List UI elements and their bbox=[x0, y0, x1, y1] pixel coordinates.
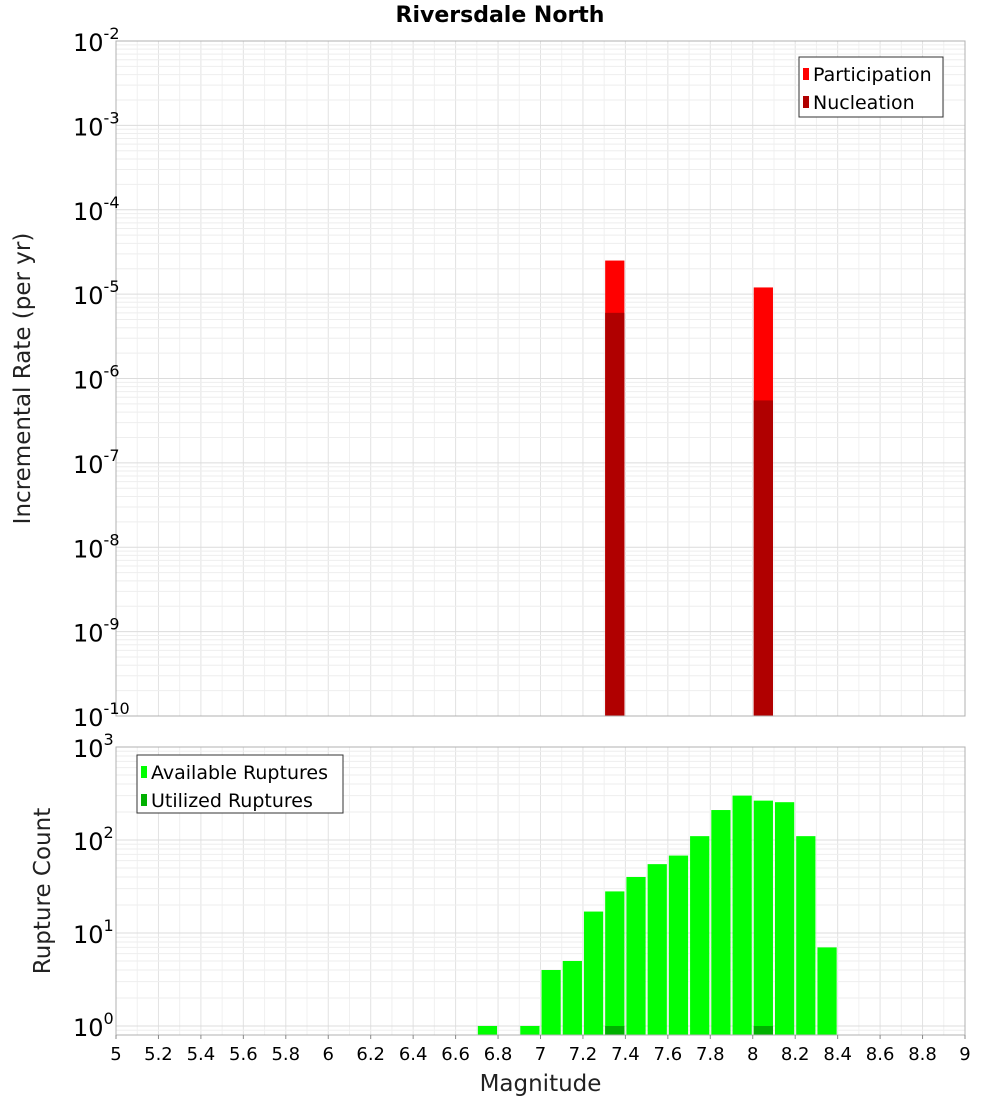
legend-label: Available Ruptures bbox=[151, 762, 328, 784]
x-tick-label: 7.2 bbox=[569, 1044, 598, 1065]
bar-utilized-ruptures bbox=[753, 1025, 773, 1035]
y-axis-label: Rupture Count bbox=[30, 808, 56, 974]
bar-nucleation bbox=[753, 400, 773, 716]
bar-available-ruptures bbox=[583, 911, 604, 1035]
bar-available-ruptures bbox=[562, 960, 582, 1035]
x-tick-label: 7.8 bbox=[696, 1044, 725, 1065]
y-tick-label: 10-3 bbox=[73, 108, 120, 141]
bar-available-ruptures bbox=[668, 855, 689, 1035]
legend-label: Nucleation bbox=[813, 92, 915, 114]
y-tick-label: 10-5 bbox=[73, 277, 120, 310]
y-tick-label: 10-6 bbox=[73, 362, 120, 395]
bar-available-ruptures bbox=[477, 1025, 498, 1035]
legend-swatch bbox=[141, 766, 147, 778]
bar-available-ruptures bbox=[647, 864, 667, 1035]
bar-nucleation bbox=[605, 312, 625, 716]
x-tick-label: 7 bbox=[535, 1044, 546, 1065]
bar-available-ruptures bbox=[774, 802, 795, 1035]
y-tick-label: 10-7 bbox=[73, 446, 120, 479]
y-tick-label: 10-8 bbox=[73, 530, 120, 563]
x-tick-label: 7.6 bbox=[654, 1044, 683, 1065]
y-tick-label: 102 bbox=[73, 823, 114, 856]
x-tick-label: 6.6 bbox=[441, 1044, 470, 1065]
panel-2: 100 101 102 103 5 5.2 5.4 5.6 5.8 6 6.2 6.4 6.6 6.8 7 7… bbox=[30, 730, 971, 1097]
legend: Available Ruptures Utilized Ruptures bbox=[136, 754, 344, 814]
y-tick-label: 100 bbox=[73, 1009, 114, 1042]
bar-available-ruptures bbox=[732, 795, 752, 1035]
x-tick-label: 6.8 bbox=[484, 1044, 513, 1065]
x-tick-label: 8.6 bbox=[866, 1044, 895, 1065]
bar-available-ruptures bbox=[817, 947, 837, 1035]
legend: Participation Nucleation bbox=[798, 56, 944, 118]
y-tick-label: 10-10 bbox=[73, 699, 130, 732]
x-tick-label: 6.4 bbox=[399, 1044, 428, 1065]
x-tick-label: 8.8 bbox=[908, 1044, 937, 1065]
bar-available-ruptures bbox=[690, 836, 710, 1035]
legend-label: Participation bbox=[813, 64, 932, 86]
bar-available-ruptures bbox=[753, 800, 773, 1035]
x-tick-label: 5 bbox=[110, 1044, 121, 1065]
x-tick-label: 8 bbox=[747, 1044, 758, 1065]
x-tick-label: 8.4 bbox=[823, 1044, 852, 1065]
legend-swatch bbox=[803, 68, 809, 80]
x-tick-label: 8.2 bbox=[781, 1044, 810, 1065]
x-tick-label: 5.6 bbox=[229, 1044, 258, 1065]
bar-utilized-ruptures bbox=[605, 1025, 625, 1035]
bar-available-ruptures bbox=[626, 877, 646, 1035]
x-tick-label: 9 bbox=[959, 1044, 970, 1065]
y-tick-label: 103 bbox=[73, 730, 114, 763]
y-tick-label: 101 bbox=[73, 916, 114, 949]
x-tick-label: 5.4 bbox=[187, 1044, 216, 1065]
legend-box bbox=[136, 754, 344, 814]
x-tick-label: 5.8 bbox=[271, 1044, 300, 1065]
legend-swatch bbox=[803, 96, 809, 108]
plot-border bbox=[115, 40, 966, 717]
legend-swatch bbox=[141, 794, 147, 806]
panel-1: 10-10 10-9 10-8 10-7 10-6 10-5 10-4 10-3 10-2 Inc… bbox=[10, 24, 966, 732]
y-tick-label: 10-2 bbox=[73, 24, 120, 57]
x-tick-label: 6.2 bbox=[356, 1044, 385, 1065]
y-axis-label: Incremental Rate (per yr) bbox=[10, 233, 36, 525]
bar-available-ruptures bbox=[711, 810, 731, 1035]
bar-available-ruptures bbox=[796, 836, 816, 1035]
y-tick-label: 10-9 bbox=[73, 615, 120, 648]
bar-available-ruptures bbox=[520, 1025, 540, 1035]
legend-label: Utilized Ruptures bbox=[151, 790, 313, 812]
legend-box bbox=[798, 56, 944, 118]
bar-available-ruptures bbox=[541, 969, 561, 1035]
x-tick-label: 5.2 bbox=[144, 1044, 173, 1065]
x-axis-label: Magnitude bbox=[480, 1071, 602, 1097]
x-tick-label: 6 bbox=[323, 1044, 334, 1065]
y-tick-label: 10-4 bbox=[73, 193, 120, 226]
bar-available-ruptures bbox=[605, 891, 625, 1035]
x-tick-label: 7.4 bbox=[611, 1044, 640, 1065]
chart-title: Riversdale North bbox=[396, 3, 605, 28]
